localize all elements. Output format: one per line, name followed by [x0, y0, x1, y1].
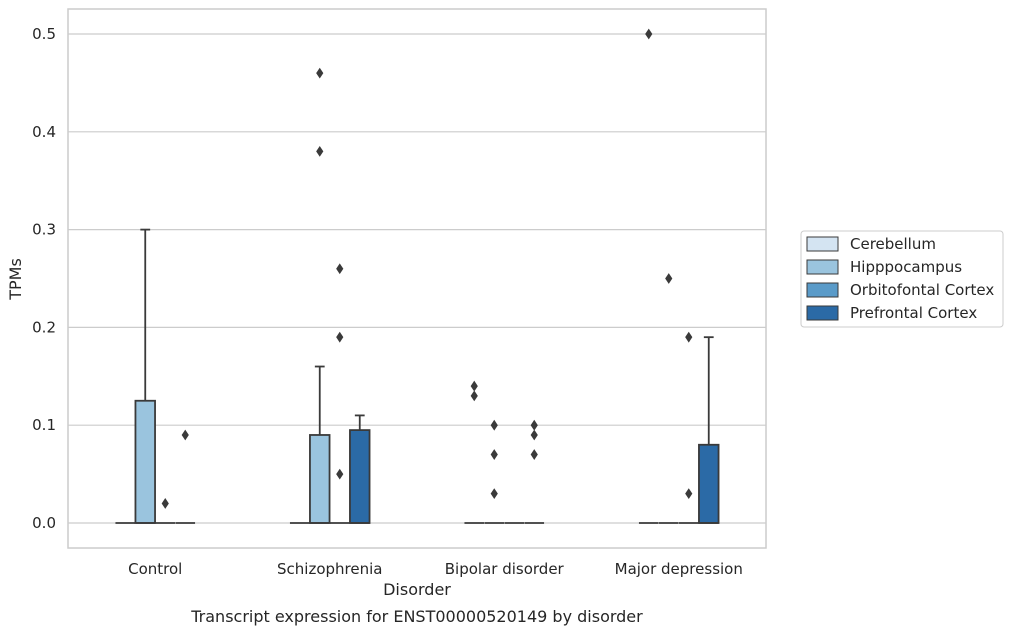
outlier-point: [336, 263, 344, 275]
legend-label: Cerebellum: [850, 235, 936, 253]
box-orbitofontal-cortex: [329, 263, 350, 524]
outlier-point: [316, 67, 324, 79]
box-hipppocampus: [134, 228, 156, 524]
box-prefrontal-cortex: [175, 429, 196, 524]
box-cerebellum: [464, 380, 485, 524]
outlier-point: [181, 429, 189, 441]
outlier-point: [685, 488, 693, 500]
box-hipppocampus: [309, 67, 331, 524]
x-tick-label: Bipolar disorder: [445, 560, 565, 578]
y-tick-label: 0.5: [32, 25, 56, 43]
plot-frame: [67, 8, 767, 549]
boxes: [115, 28, 720, 524]
box-prefrontal-cortex: [349, 414, 371, 524]
legend-swatch: [806, 236, 839, 252]
box-body: [309, 434, 331, 524]
y-tick-label: 0.3: [32, 221, 56, 239]
outlier-point: [470, 390, 478, 402]
x-tick-labels: Control Schizophrenia Bipolar disorder Majo…: [128, 560, 743, 578]
box-cerebellum: [638, 28, 659, 524]
legend-swatch: [806, 282, 839, 298]
legend-swatch: [806, 259, 839, 275]
box-prefrontal-cortex: [524, 419, 545, 524]
legend-swatch: [806, 305, 839, 321]
outlier-point: [316, 145, 324, 157]
x-tick-label: Control: [128, 560, 182, 578]
box-orbitofontal-cortex: [678, 331, 699, 524]
legend: Cerebellum Hipppocampus Orbitofontal Corte…: [800, 230, 1004, 328]
y-tick-label: 0.4: [32, 123, 56, 141]
x-tick-label: Schizophrenia: [277, 560, 382, 578]
box-body: [134, 399, 156, 524]
x-axis-title: Disorder: [383, 580, 451, 599]
outlier-point: [470, 380, 478, 392]
legend-frame: [800, 230, 1004, 328]
outlier-point: [645, 28, 653, 40]
legend-label: Prefrontal Cortex: [850, 304, 977, 322]
legend-label: Orbitofontal Cortex: [850, 281, 994, 299]
y-tick-label: 0.0: [32, 514, 56, 532]
outlier-point: [490, 449, 498, 460]
outlier-point: [336, 468, 344, 480]
outlier-point: [161, 498, 169, 509]
y-tick-label: 0.1: [32, 416, 56, 434]
legend-label: Hipppocampus: [850, 258, 962, 276]
y-axis-title: TPMs: [6, 258, 25, 301]
outlier-point: [665, 273, 673, 284]
outlier-point: [530, 449, 538, 460]
box-hipppocampus: [484, 419, 505, 524]
outlier-point: [336, 331, 344, 343]
chart-caption: Transcript expression for ENST0000052014…: [190, 607, 643, 626]
box-orbitofontal-cortex: [155, 498, 176, 524]
outlier-point: [685, 331, 693, 343]
y-tick-label: 0.2: [32, 318, 56, 336]
plot-background: [68, 9, 766, 548]
x-tick-label: Major depression: [615, 560, 743, 578]
outlier-point: [530, 429, 538, 441]
box-prefrontal-cortex: [698, 336, 720, 524]
outlier-point: [530, 419, 538, 431]
outlier-point: [490, 419, 498, 431]
y-tick-labels: 0.0 0.1 0.2 0.3 0.4 0.5: [32, 25, 56, 532]
box-body: [349, 429, 371, 524]
outlier-point: [490, 488, 498, 500]
box-hipppocampus: [658, 273, 679, 524]
box-body: [698, 443, 720, 524]
